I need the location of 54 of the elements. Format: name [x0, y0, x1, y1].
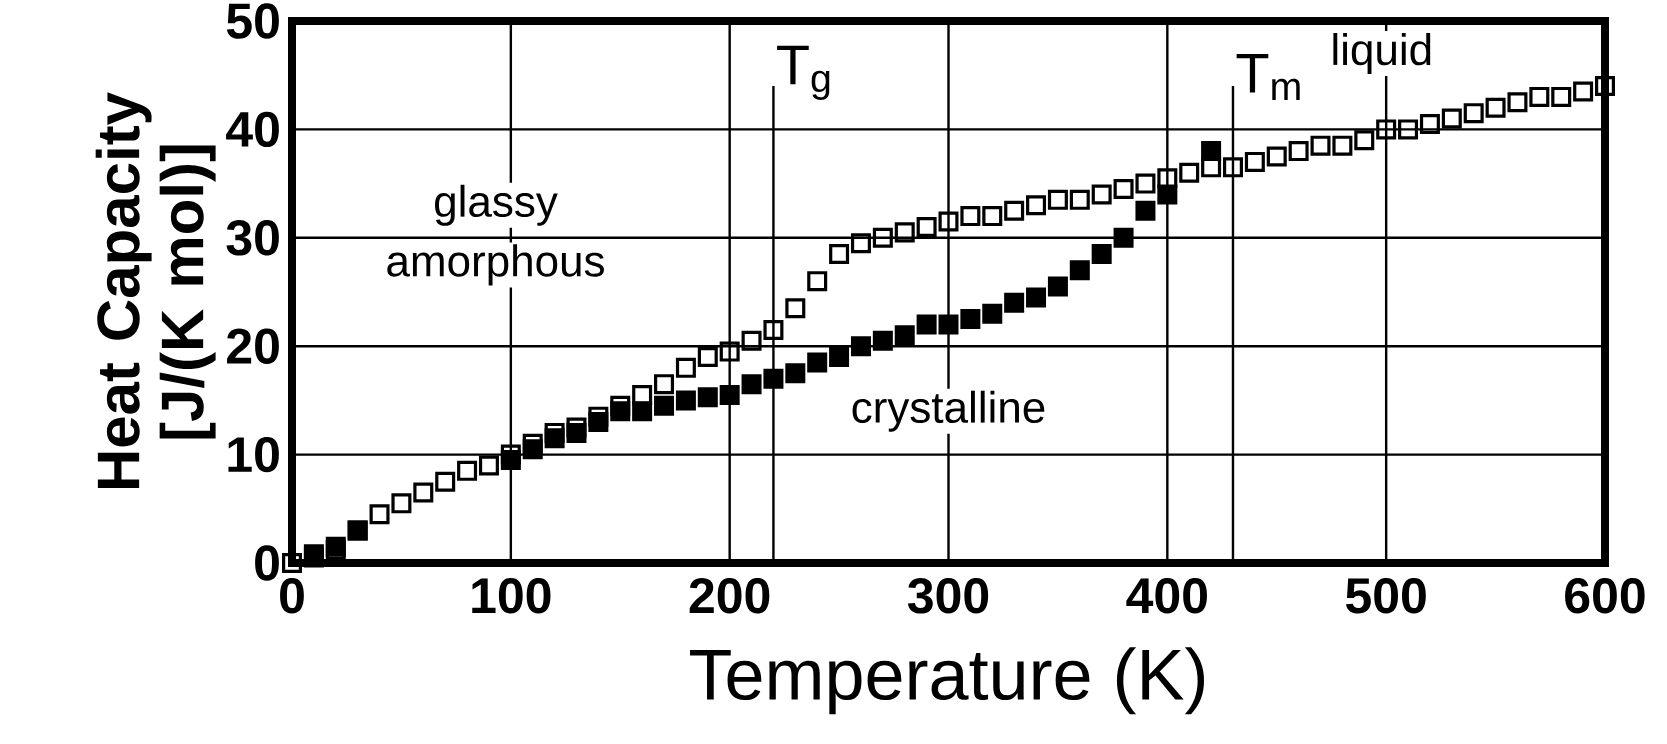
point: [632, 401, 653, 422]
point: [522, 439, 543, 460]
point: [1157, 184, 1178, 205]
annotation: amorphous: [387, 244, 604, 286]
point: [1004, 292, 1025, 313]
x-tick-label: 400: [1126, 578, 1207, 614]
y-tick-label: 20: [227, 328, 279, 364]
point: [1069, 260, 1090, 281]
point: [588, 412, 609, 433]
x-tick-label: 0: [280, 578, 304, 614]
ref-line-label: T$_{m}$: [1236, 53, 1300, 100]
x-tick-label: 600: [1565, 578, 1645, 614]
point: [1201, 141, 1222, 162]
y-tick-label: 0: [255, 545, 279, 581]
point: [544, 428, 565, 449]
y-tick-label: 40: [226, 111, 279, 148]
point: [1091, 244, 1112, 265]
point: [916, 314, 937, 335]
y-tick-label: 10: [228, 436, 279, 473]
point: [829, 347, 850, 368]
point: [982, 303, 1003, 324]
annotation: glassy: [435, 184, 558, 226]
x-tick-label: 300: [907, 578, 989, 614]
y-tick-label: 30: [226, 220, 279, 256]
point: [872, 330, 893, 351]
x-tick-label: 500: [1345, 578, 1426, 614]
point: [938, 314, 959, 335]
point: [610, 401, 631, 422]
y-axis-title: Heat Capacity [J/(K mol)]: [95, 92, 216, 489]
point: [1026, 287, 1047, 308]
point: [500, 450, 521, 471]
point: [566, 422, 587, 443]
x-axis-title: Temperature (K): [690, 647, 1204, 715]
point: [325, 536, 346, 557]
annotation: liquid: [1333, 32, 1431, 75]
point: [719, 384, 740, 405]
point: [654, 395, 675, 416]
x-tick-label: 200: [689, 578, 770, 614]
point: [807, 352, 828, 373]
point: [741, 374, 762, 395]
point: [1047, 276, 1068, 297]
y-tick-label: 50: [226, 3, 279, 39]
point: [763, 368, 784, 389]
point: [1135, 200, 1156, 221]
point: [785, 363, 806, 384]
annotation: crystalline: [852, 390, 1045, 432]
x-tick-label: 100: [472, 578, 551, 614]
point: [850, 336, 871, 357]
point: [697, 387, 718, 408]
point: [1113, 227, 1134, 248]
point: [894, 325, 915, 346]
point: [675, 390, 696, 411]
point: [960, 309, 981, 330]
ref-line-label: T$_{g}$: [777, 45, 830, 100]
